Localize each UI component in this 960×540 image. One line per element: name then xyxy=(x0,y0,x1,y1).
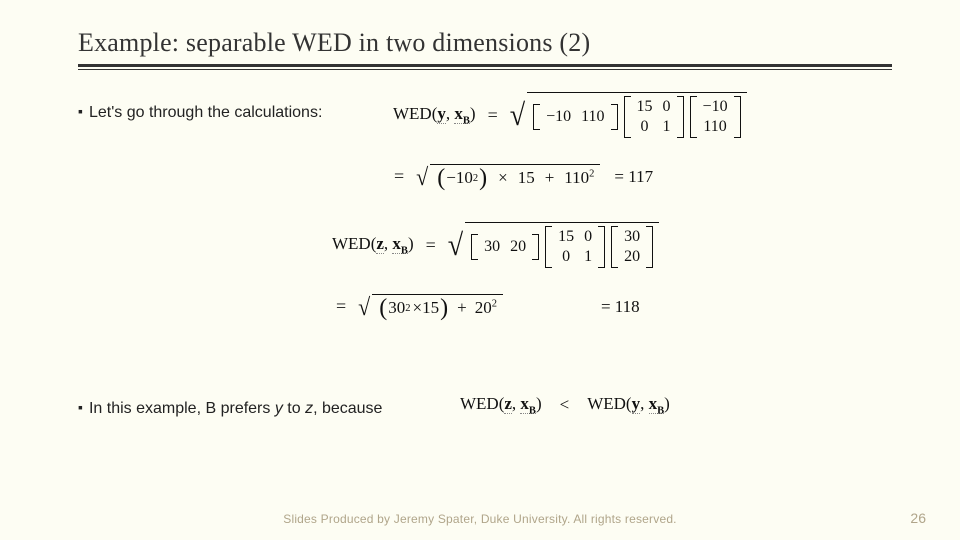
slide-title: Example: separable WED in two dimensions… xyxy=(78,28,892,58)
equation-5: WED(z, xB) < WED(y, xB) xyxy=(460,394,670,416)
sqrt: √ (−102) × 15 + 1102 xyxy=(416,164,600,189)
sqrt: √ 3020 150 01 xyxy=(448,222,659,269)
equation-3: WED(z, xB) = √ 3020 150 01 xyxy=(332,222,659,269)
bullet-2-post: , because xyxy=(313,400,382,417)
bullet-1: ▪ Let's go through the calculations: xyxy=(78,104,322,122)
close-paren: ) xyxy=(470,104,476,123)
result-117: = 117 xyxy=(608,167,653,187)
arg-xb: xB xyxy=(649,394,665,414)
bullet-2-pre: In this example, B prefers xyxy=(89,400,275,417)
col-vector: 3020 xyxy=(611,226,653,268)
arg-y: y xyxy=(632,394,641,414)
title-rule-thin xyxy=(78,69,892,70)
equation-1: WED(y, xB) = √ −10110 150 01 xyxy=(393,92,747,139)
arg-y: y xyxy=(437,104,446,124)
close-paren: ) xyxy=(664,394,670,413)
bullet-2: ▪ In this example, B prefers y to z, beca… xyxy=(78,400,382,418)
arg-z: z xyxy=(504,394,512,414)
bullet-icon: ▪ xyxy=(78,103,83,119)
arg-z: z xyxy=(376,234,384,254)
close-paren: ) xyxy=(408,234,414,253)
sqrt: √ −10110 150 01 xyxy=(510,92,747,139)
footer-text: Slides Produced by Jeremy Spater, Duke U… xyxy=(0,512,960,526)
result-118: = 118 xyxy=(511,297,640,317)
matrix-2x2: 150 01 xyxy=(624,96,684,138)
equals-icon: = xyxy=(484,105,502,126)
title-rule-thick xyxy=(78,64,892,67)
bullet-1-text: Let's go through the calculations: xyxy=(89,104,322,121)
sqrt: √ (302×15) + 202 xyxy=(358,294,503,319)
bullet-2-mid: to xyxy=(283,400,305,417)
equals-icon: = xyxy=(390,166,408,187)
bullet-2-y: y xyxy=(275,400,283,417)
equation-4: = √ (302×15) + 202 = 118 xyxy=(332,294,640,319)
arg-xb: xB xyxy=(520,394,536,414)
bullet-2-z: z xyxy=(305,400,313,417)
wed-label: WED( xyxy=(393,104,437,123)
arg-xb: xB xyxy=(454,104,470,124)
equals-icon: = xyxy=(422,235,440,256)
page-number: 26 xyxy=(910,510,926,526)
matrix-2x2: 150 01 xyxy=(545,226,605,268)
arg-xb: xB xyxy=(392,234,408,254)
slide-body: ▪ Let's go through the calculations: WED(… xyxy=(78,98,892,478)
row-vector: 3020 xyxy=(471,234,539,260)
equation-2: = √ (−102) × 15 + 1102 = 117 xyxy=(390,164,653,189)
close-paren: ) xyxy=(536,394,542,413)
col-vector: −10110 xyxy=(690,96,741,138)
row-vector: −10110 xyxy=(533,104,617,130)
wed-label: WED( xyxy=(332,234,376,253)
comma: , xyxy=(640,394,649,413)
wed-label: WED( xyxy=(460,394,504,413)
bullet-icon: ▪ xyxy=(78,399,83,415)
less-than-icon: < xyxy=(550,395,580,415)
wed-label: WED( xyxy=(587,394,631,413)
equals-icon: = xyxy=(332,296,350,317)
